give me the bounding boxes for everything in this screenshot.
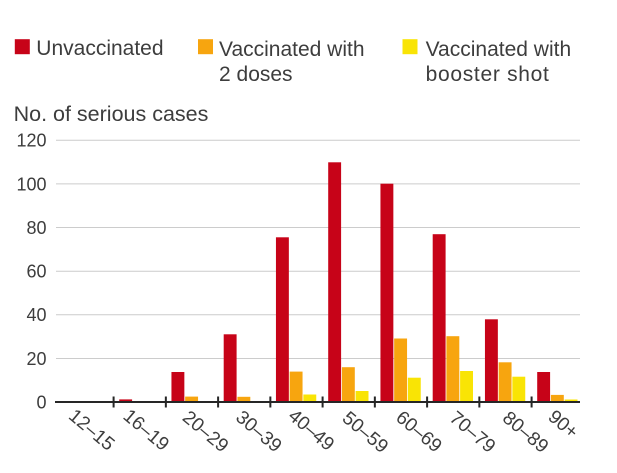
svg-text:50–59: 50–59 [338, 408, 392, 458]
svg-text:20–29: 20–29 [178, 407, 232, 457]
svg-text:0: 0 [36, 393, 46, 413]
svg-text:20: 20 [26, 349, 46, 369]
svg-text:30–39: 30–39 [231, 407, 285, 457]
svg-text:80–89: 80–89 [498, 408, 552, 458]
svg-text:40: 40 [26, 305, 46, 325]
svg-text:Vaccinated with: Vaccinated with [219, 38, 365, 61]
svg-text:100: 100 [16, 174, 46, 194]
svg-text:12–15: 12–15 [64, 405, 118, 455]
svg-text:80: 80 [26, 218, 46, 238]
svg-text:booster shot: booster shot [426, 63, 550, 86]
svg-text:120: 120 [16, 131, 46, 151]
svg-text:90+: 90+ [544, 406, 582, 443]
svg-text:Vaccinated with: Vaccinated with [426, 38, 572, 61]
svg-text:60–69: 60–69 [392, 407, 446, 457]
svg-text:40–49: 40–49 [284, 405, 338, 455]
svg-text:70–79: 70–79 [445, 407, 499, 457]
svg-text:16–19: 16–19 [119, 405, 173, 455]
svg-text:60: 60 [26, 262, 46, 282]
svg-text:2 doses: 2 doses [219, 63, 293, 86]
svg-text:No. of serious cases: No. of serious cases [14, 102, 209, 126]
svg-text:Unvaccinated: Unvaccinated [36, 37, 163, 60]
